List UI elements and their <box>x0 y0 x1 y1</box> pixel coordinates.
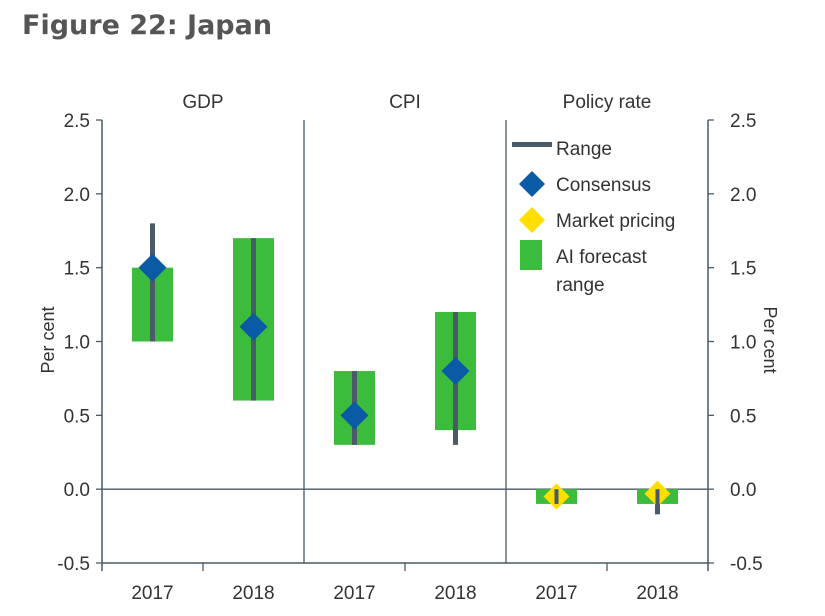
legend-label: Market pricing <box>556 211 675 232</box>
x-tick-label: 2018 <box>434 583 476 604</box>
legend-market-pricing-swatch <box>519 207 545 233</box>
legend-label: AI forecast <box>556 247 648 268</box>
legend-range-swatch <box>512 142 552 147</box>
x-tick-label: 2018 <box>636 583 678 604</box>
x-tick-label: 2017 <box>131 583 173 604</box>
legend-label: range <box>556 275 605 296</box>
y-tick-label-left: 1.0 <box>64 333 90 354</box>
y-tick-label-right: 2.0 <box>730 185 756 206</box>
y-tick-label-right: -0.5 <box>730 554 763 575</box>
range-line-overlay <box>554 489 559 504</box>
consensus-marker <box>239 312 268 341</box>
panel-title: CPI <box>389 92 421 113</box>
legend-consensus-swatch <box>519 171 545 197</box>
legend-label: Consensus <box>556 175 651 196</box>
y-tick-label-left: 0.5 <box>64 406 90 427</box>
consensus-marker <box>138 253 167 282</box>
y-tick-label-right: 0.0 <box>730 480 756 501</box>
y-tick-label-left: 2.5 <box>64 111 90 132</box>
x-tick-label: 2017 <box>535 583 577 604</box>
y-tick-label-right: 1.0 <box>730 333 756 354</box>
legend-label: Range <box>556 139 612 160</box>
y-tick-label-right: 2.5 <box>730 111 756 132</box>
panel-title: GDP <box>182 92 223 113</box>
legend: Range Consensus Market pricing AI forecast r… <box>512 139 675 296</box>
y-tick-label-left: 2.0 <box>64 185 90 206</box>
y-axis-label-left: Per cent <box>38 306 58 373</box>
x-tick-label: 2018 <box>232 583 274 604</box>
x-tick-label: 2017 <box>333 583 375 604</box>
y-tick-label-left: 0.0 <box>64 480 90 501</box>
y-tick-label-left: 1.5 <box>64 259 90 280</box>
y-axis-label-right: Per cent <box>760 306 780 373</box>
figure-title: Figure 22: Japan <box>22 10 273 41</box>
range-line <box>150 223 155 342</box>
consensus-marker <box>441 357 470 386</box>
y-tick-label-right: 0.5 <box>730 406 756 427</box>
y-tick-label-right: 1.5 <box>730 259 756 280</box>
legend-ai-forecast-swatch <box>520 240 542 270</box>
range-line-overlay <box>655 489 660 515</box>
y-tick-label-left: -0.5 <box>57 554 90 575</box>
consensus-marker <box>340 401 369 430</box>
panel-title: Policy rate <box>563 92 652 113</box>
